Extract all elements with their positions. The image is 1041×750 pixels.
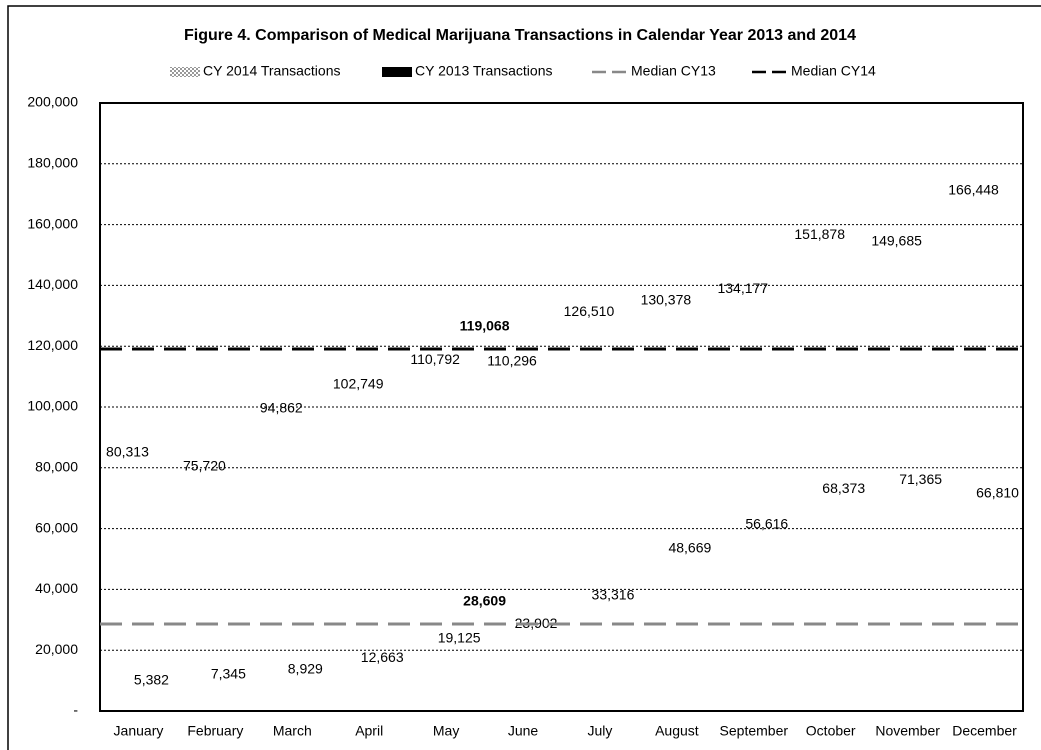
data-label: 8,929 <box>288 661 323 677</box>
y-tick-label: 100,000 <box>27 398 78 414</box>
bar <box>581 326 597 711</box>
x-tick-label: July <box>588 723 613 739</box>
data-label: 75,720 <box>183 458 226 474</box>
data-label: 130,378 <box>641 291 692 307</box>
data-label: 66,810 <box>976 485 1019 501</box>
y-tick-label: 60,000 <box>35 519 78 535</box>
legend-swatch <box>170 67 200 77</box>
x-tick-label: March <box>273 723 312 739</box>
x-tick-label: January <box>114 723 164 739</box>
bar <box>682 563 698 711</box>
data-label: 110,792 <box>410 351 460 367</box>
bar <box>990 508 1006 711</box>
bar <box>913 494 929 711</box>
y-tick-label: 200,000 <box>27 94 78 110</box>
data-label: 33,316 <box>592 586 635 602</box>
data-label: 134,177 <box>717 280 768 296</box>
legend-label: CY 2013 Transactions <box>415 63 553 79</box>
bar <box>374 673 390 711</box>
data-label: 48,669 <box>668 540 711 556</box>
y-tick-label: 120,000 <box>27 337 78 353</box>
legend-label: Median CY14 <box>791 63 876 79</box>
x-tick-label: February <box>187 723 243 739</box>
frame <box>7 5 1041 750</box>
bar <box>220 689 236 711</box>
x-tick-label: December <box>952 723 1017 739</box>
x-tick-label: September <box>720 723 789 739</box>
data-label: 68,373 <box>822 480 865 496</box>
y-tick-label: - <box>73 702 78 718</box>
bar <box>143 695 159 711</box>
data-label: 7,345 <box>211 665 246 681</box>
x-tick-label: October <box>806 723 856 739</box>
x-tick-label: April <box>355 723 383 739</box>
y-tick-label: 160,000 <box>27 215 78 231</box>
data-label: 71,365 <box>899 471 942 487</box>
x-tick-label: June <box>508 723 539 739</box>
data-label: 94,862 <box>260 399 303 415</box>
bar <box>966 205 982 711</box>
bar <box>504 376 520 711</box>
data-label: 166,448 <box>948 182 999 198</box>
y-tick-label: 140,000 <box>27 276 78 292</box>
data-label: 56,616 <box>745 516 788 532</box>
median-label: 119,068 <box>460 318 510 334</box>
data-label: 5,382 <box>134 671 169 687</box>
data-label: 110,296 <box>487 352 537 368</box>
x-tick-label: August <box>655 723 699 739</box>
bar <box>836 503 852 711</box>
chart-title: Figure 4. Comparison of Medical Marijuan… <box>184 27 856 44</box>
legend-swatch <box>382 67 412 77</box>
data-label: 149,685 <box>871 233 922 249</box>
bar <box>658 315 674 711</box>
x-tick-label: May <box>433 723 459 739</box>
bar <box>427 374 443 711</box>
bar <box>297 684 313 711</box>
legend-label: Median CY13 <box>631 63 716 79</box>
data-label: 126,510 <box>564 303 615 319</box>
bar <box>451 653 467 711</box>
y-tick-label: 40,000 <box>35 580 78 596</box>
y-tick-label: 80,000 <box>35 459 78 475</box>
data-label: 19,125 <box>438 630 481 646</box>
data-label: 12,663 <box>361 649 404 665</box>
legend: CY 2014 Transactions CY 2013 Transactions… <box>170 63 876 79</box>
x-tick-label: November <box>875 723 940 739</box>
data-label: 151,878 <box>794 226 845 242</box>
data-label: 102,749 <box>333 375 384 391</box>
y-tick-label: 20,000 <box>35 641 78 657</box>
data-label: 80,313 <box>106 444 149 460</box>
legend-label: CY 2014 Transactions <box>203 63 341 79</box>
bar <box>528 638 544 711</box>
y-tick-label: 180,000 <box>27 155 78 171</box>
median-label: 28,609 <box>463 593 506 609</box>
